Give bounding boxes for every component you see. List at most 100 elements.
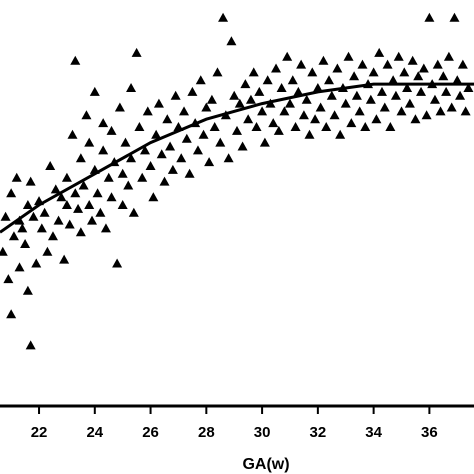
data-point <box>248 67 259 77</box>
data-point <box>240 79 251 89</box>
data-point <box>114 102 125 112</box>
data-point <box>56 192 67 202</box>
data-point <box>226 36 237 46</box>
data-point <box>184 168 195 178</box>
data-point <box>435 106 446 116</box>
data-point <box>148 192 159 202</box>
data-point <box>404 98 415 108</box>
data-point <box>460 106 471 116</box>
data-point <box>165 141 176 151</box>
data-point <box>332 63 343 73</box>
data-point <box>167 164 178 174</box>
data-point <box>390 90 401 100</box>
data-point <box>209 122 220 131</box>
x-tick-label: 30 <box>254 424 271 441</box>
data-points <box>0 12 474 350</box>
data-point <box>410 114 421 124</box>
data-point <box>318 55 329 65</box>
data-point <box>67 129 78 139</box>
data-point <box>6 188 17 198</box>
data-point <box>22 200 33 209</box>
data-point <box>271 63 282 73</box>
data-point <box>446 102 457 112</box>
data-point <box>357 59 368 69</box>
data-point <box>418 63 429 73</box>
x-tick-label: 22 <box>31 424 48 441</box>
data-point <box>75 227 86 237</box>
data-point <box>223 153 234 163</box>
data-point <box>385 122 396 131</box>
data-point <box>276 83 287 92</box>
data-point <box>201 102 212 112</box>
data-point <box>257 106 268 116</box>
data-point <box>310 114 321 124</box>
data-point <box>153 98 164 108</box>
data-point <box>307 67 318 77</box>
data-point <box>452 75 463 85</box>
data-point <box>399 67 410 77</box>
data-point <box>31 258 42 268</box>
data-point <box>98 145 109 155</box>
data-point <box>443 51 454 61</box>
data-point <box>162 114 173 124</box>
data-point <box>293 86 304 96</box>
data-point <box>284 98 295 108</box>
data-point <box>441 86 452 96</box>
data-point <box>262 75 273 85</box>
data-point <box>117 168 128 178</box>
data-point <box>329 110 340 120</box>
data-point <box>455 90 466 100</box>
data-point <box>374 47 385 57</box>
data-point <box>324 75 335 85</box>
data-point <box>156 149 167 159</box>
data-point <box>6 309 17 319</box>
data-point <box>232 125 242 135</box>
x-tick-label: 36 <box>421 424 438 441</box>
data-point <box>365 94 376 104</box>
data-point <box>70 188 81 198</box>
data-point <box>3 274 14 284</box>
data-point <box>142 106 153 116</box>
data-point <box>237 141 248 151</box>
data-point <box>432 59 443 69</box>
data-point <box>42 246 53 256</box>
data-point <box>112 258 123 268</box>
data-point <box>195 75 206 85</box>
data-point <box>315 102 326 112</box>
data-point <box>287 75 298 85</box>
data-point <box>360 122 371 131</box>
data-point <box>407 55 418 65</box>
data-point <box>81 110 92 120</box>
data-point <box>396 106 407 116</box>
data-point <box>463 83 474 92</box>
data-point <box>70 55 81 65</box>
data-point <box>312 83 323 92</box>
data-point <box>379 102 390 112</box>
fit-curve <box>0 82 474 234</box>
data-point <box>296 59 307 69</box>
data-point <box>273 125 284 135</box>
data-point <box>75 153 86 163</box>
data-point <box>198 129 209 139</box>
data-point <box>84 200 95 209</box>
data-point <box>137 172 148 182</box>
data-point <box>47 231 58 241</box>
data-point <box>349 71 360 81</box>
data-point <box>245 94 256 104</box>
data-point <box>61 172 72 182</box>
data-point <box>243 114 254 124</box>
data-point <box>215 137 226 147</box>
data-point <box>368 67 379 77</box>
data-point <box>259 137 270 147</box>
data-point <box>8 231 19 241</box>
data-point <box>179 106 190 116</box>
data-point <box>100 223 111 233</box>
data-point <box>229 90 240 100</box>
data-point <box>87 215 98 225</box>
data-point <box>39 207 50 217</box>
data-point <box>301 94 312 104</box>
data-point <box>416 86 427 96</box>
x-tick-label: 34 <box>365 424 382 441</box>
data-point <box>106 125 117 135</box>
